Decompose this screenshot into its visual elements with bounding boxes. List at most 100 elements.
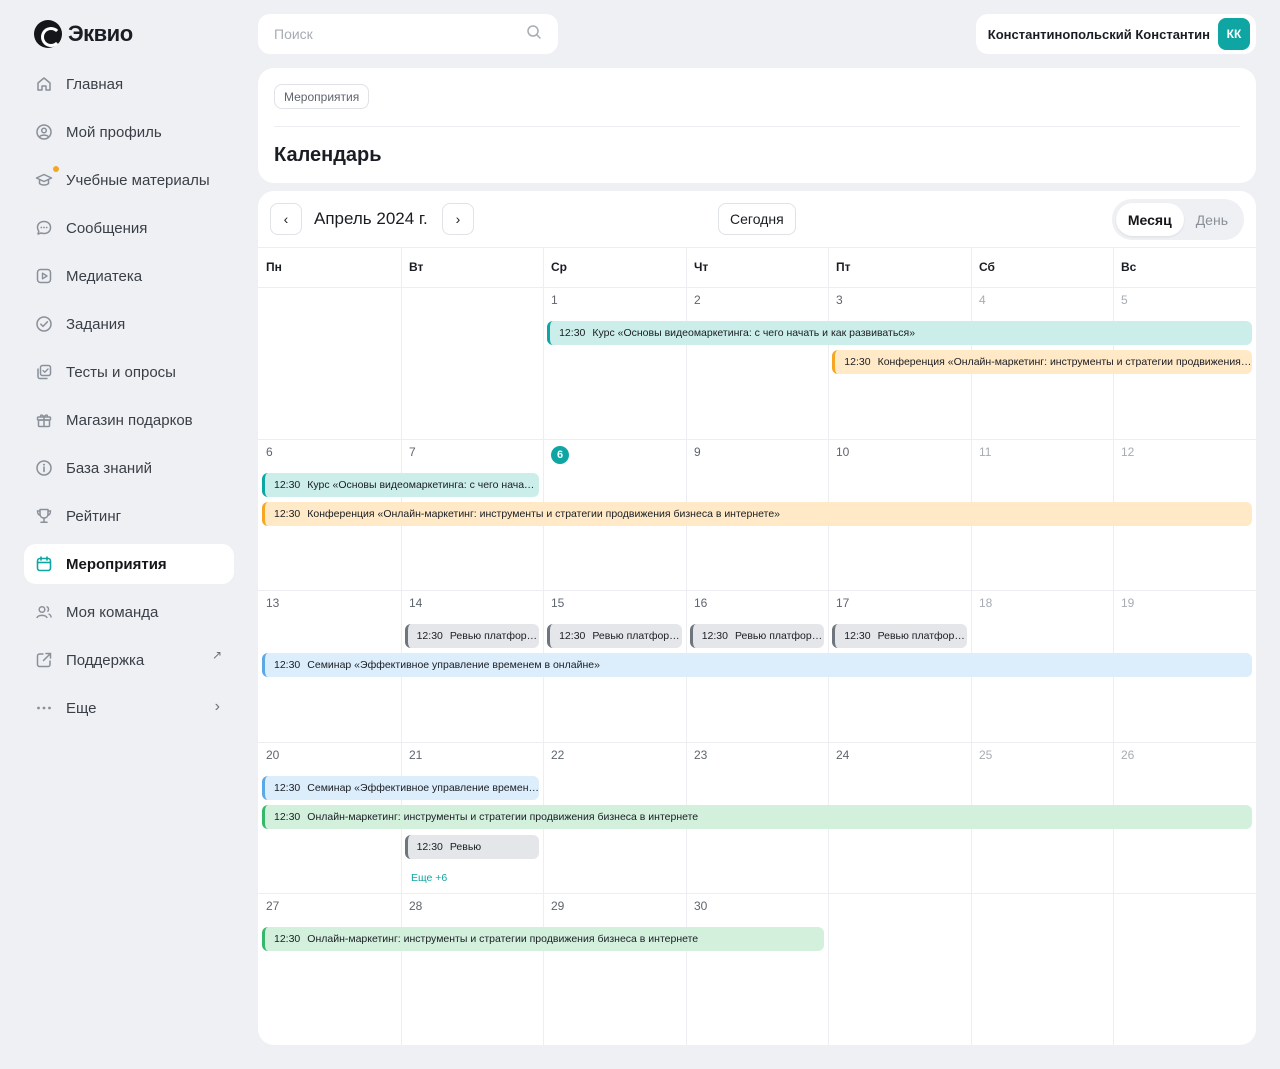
day-number[interactable]: 11 [979, 445, 992, 459]
day-number[interactable]: 15 [551, 596, 565, 610]
event-title: Ревью [449, 841, 482, 853]
day-number[interactable]: 25 [979, 748, 993, 762]
grid-line [828, 247, 829, 1045]
day-number[interactable]: 22 [551, 748, 565, 762]
day-number[interactable]: 29 [551, 899, 565, 913]
day-number[interactable]: 9 [694, 445, 701, 459]
user-menu[interactable]: Константинопольский Константин КК [975, 14, 1256, 54]
grid-line [1113, 247, 1114, 1045]
calendar-event[interactable]: 12:30 Ревью [404, 835, 540, 859]
grid-line [258, 742, 1256, 743]
event-title: Ревью платформы [592, 630, 682, 642]
sidebar-item-13[interactable]: Еще › [24, 688, 234, 728]
sidebar-item-4[interactable]: Медиатека [24, 256, 234, 296]
today-button[interactable]: Сегодня [718, 203, 796, 235]
grid-line [686, 247, 687, 1045]
event-title: Конференция «Онлайн-маркетинг: инструмен… [307, 508, 781, 520]
calendar-event[interactable]: 12:30 Ревью платформы [689, 624, 825, 648]
sidebar-item-7[interactable]: Магазин подарков [24, 400, 234, 440]
more-icon [34, 698, 54, 718]
day-number[interactable]: 23 [694, 748, 708, 762]
grid-line [258, 893, 1256, 894]
weekday-header: Пн [266, 260, 282, 274]
sidebar-item-1[interactable]: Мой профиль [24, 112, 234, 152]
day-number[interactable]: 16 [694, 596, 708, 610]
info-icon [34, 458, 54, 478]
breadcrumb[interactable]: Мероприятия [274, 84, 370, 109]
divider [274, 126, 1240, 127]
calendar-event[interactable]: 12:30 Курс «Основы видеомаркетинга: с чег… [547, 321, 1252, 345]
calendar-event[interactable]: 12:30 Семинар «Эффективное управление вре… [262, 776, 540, 800]
sidebar-item-6[interactable]: Тесты и опросы [24, 352, 234, 392]
day-number[interactable]: 28 [409, 899, 423, 913]
day-number[interactable]: 12 [1121, 445, 1135, 459]
sidebar-item-label: Моя команда [66, 603, 159, 621]
sidebar-item-9[interactable]: Рейтинг [24, 496, 234, 536]
calendar-event[interactable]: 12:30 Ревью платформы [832, 624, 967, 648]
calendar-event[interactable]: 12:30 Онлайн-маркетинг: инструменты и стр… [262, 927, 825, 951]
day-number[interactable]: 6 [266, 445, 273, 459]
sidebar-item-2[interactable]: Учебные материалы [24, 160, 234, 200]
brand-name: Эквио [68, 21, 133, 46]
sidebar-item-8[interactable]: База знаний [24, 448, 234, 488]
day-number[interactable]: 26 [1121, 748, 1135, 762]
day-number[interactable]: 1 [551, 293, 558, 307]
day-number[interactable]: 18 [979, 596, 993, 610]
sidebar-item-12[interactable]: Поддержка ↗ [24, 640, 234, 680]
calendar-event[interactable]: 12:30 Курс «Основы видеомаркетинга: с чег… [262, 473, 540, 497]
sidebar-item-10[interactable]: Мероприятия [24, 544, 234, 584]
day-number[interactable]: 7 [409, 445, 416, 459]
weekday-header: Вс [1121, 260, 1137, 274]
day-number[interactable]: 13 [266, 596, 280, 610]
calendar-event[interactable]: 12:30 Семинар «Эффективное управление вре… [262, 653, 1252, 677]
day-number[interactable]: 20 [266, 748, 280, 762]
chevron-right-icon: › [214, 698, 220, 715]
day-number[interactable]: 27 [266, 899, 280, 913]
avatar[interactable]: КК [1218, 18, 1250, 50]
view-day-button[interactable]: День [1195, 211, 1228, 228]
sidebar-item-11[interactable]: Моя команда [24, 592, 234, 632]
prev-month-button[interactable]: ‹ [270, 203, 302, 235]
search-icon[interactable] [526, 24, 542, 45]
calendar-event[interactable]: 12:30 Онлайн-маркетинг: инструменты и стр… [262, 805, 1252, 829]
calendar-event[interactable]: 12:30 Ревью платформы [404, 624, 540, 648]
search-input[interactable] [274, 26, 526, 42]
day-number[interactable]: 24 [836, 748, 850, 762]
brand-logo[interactable]: Эквио [34, 20, 133, 48]
graduation-cap-icon [34, 170, 54, 190]
grid-line [543, 247, 544, 1045]
weekday-header: Пт [836, 260, 851, 274]
day-number[interactable]: 10 [836, 445, 850, 459]
sidebar-item-0[interactable]: Главная [24, 64, 234, 104]
calendar-event[interactable]: 12:30 Конференция «Онлайн-маркетинг: инст… [262, 502, 1252, 526]
day-number[interactable]: 19 [1121, 596, 1135, 610]
search-bar[interactable] [258, 14, 558, 54]
day-number[interactable]: 4 [979, 293, 986, 307]
event-time: 12:30 [844, 630, 871, 642]
event-time: 12:30 [416, 630, 443, 642]
event-time: 12:30 [274, 479, 301, 491]
event-time: 12:30 [559, 630, 586, 642]
calendar-event[interactable]: 12:30 Конференция «Онлайн-маркетинг: инст… [832, 350, 1252, 374]
more-events-link[interactable]: Еще +6 [411, 872, 448, 884]
day-number[interactable]: 17 [836, 596, 850, 610]
day-number[interactable]: 14 [409, 596, 423, 610]
day-number[interactable]: 21 [409, 748, 423, 762]
calendar-event[interactable]: 12:30 Ревью платформы [547, 624, 682, 648]
event-title: Курс «Основы видеомаркетинга: с чего нач… [592, 327, 916, 339]
sidebar-item-3[interactable]: Сообщения [24, 208, 234, 248]
logo-icon [34, 20, 62, 48]
sidebar-item-label: Еще [66, 699, 97, 717]
day-number[interactable]: 3 [836, 293, 843, 307]
page-header: Мероприятия Календарь [258, 68, 1256, 183]
day-number[interactable]: 2 [694, 293, 701, 307]
next-month-button[interactable]: › [442, 203, 474, 235]
day-number[interactable]: 30 [694, 899, 708, 913]
day-number[interactable]: 5 [1121, 293, 1128, 307]
event-time: 12:30 [274, 933, 301, 945]
sidebar-item-5[interactable]: Задания [24, 304, 234, 344]
calendar-icon [34, 554, 54, 574]
sidebar-item-label: Тесты и опросы [66, 363, 176, 381]
view-month-button[interactable]: Месяц [1115, 203, 1184, 236]
today-day-number[interactable]: 6 [551, 446, 569, 464]
